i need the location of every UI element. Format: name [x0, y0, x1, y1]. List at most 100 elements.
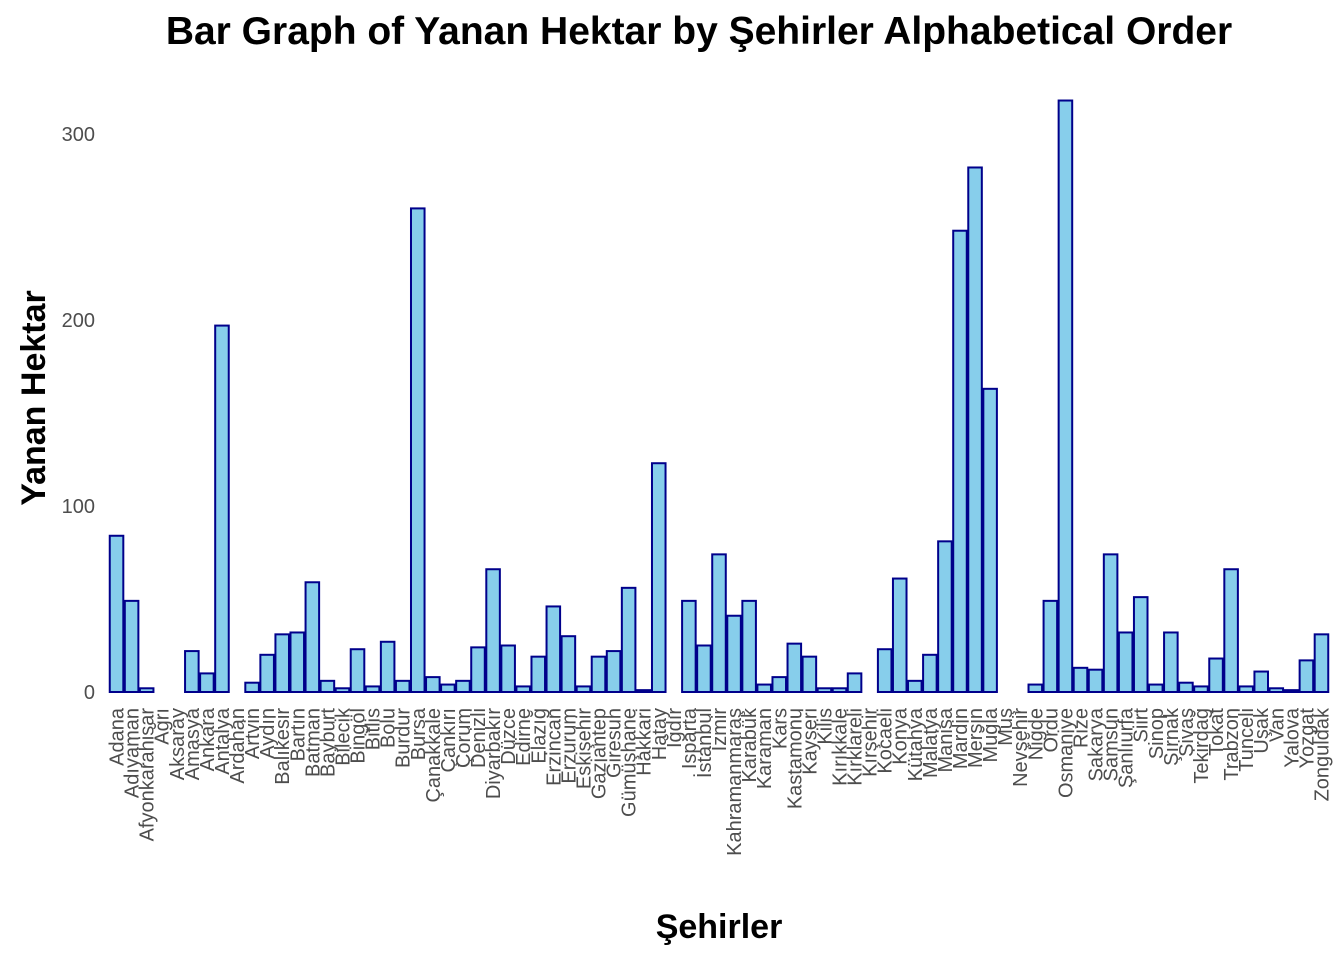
x-tick-label: Balıkesir — [272, 708, 294, 785]
x-tick-label: Aksaray — [167, 708, 189, 780]
bar-21 — [425, 676, 441, 693]
bar-20 — [409, 207, 426, 693]
x-tick-label: Kahramanmaraş — [724, 708, 746, 856]
bar-70 — [1163, 631, 1179, 693]
bar-74 — [1223, 568, 1239, 693]
bar-64 — [1072, 666, 1089, 694]
x-tick-label: Nevşehir — [1010, 708, 1032, 787]
bar-29 — [545, 605, 562, 693]
bar-69 — [1148, 683, 1164, 693]
x-tick-label: Kilis — [814, 708, 836, 745]
bar-1 — [123, 599, 140, 693]
x-tick-label: Karabük — [739, 707, 761, 782]
x-tick-label: Burdur — [393, 708, 415, 768]
x-tick-label: Bursa — [408, 707, 430, 760]
x-tick-label: Siirt — [1131, 708, 1153, 743]
x-tick-label: Edirne — [513, 708, 535, 766]
bar-7 — [214, 324, 230, 693]
bar-23 — [455, 679, 471, 694]
bar-12 — [289, 631, 306, 693]
bar-73 — [1208, 657, 1224, 694]
x-tick-label: Kastamonu — [784, 708, 806, 809]
x-tick-label: Erzincan — [543, 708, 565, 786]
x-tick-label: Osmaniye — [1055, 708, 1077, 798]
x-tick-label: Kırşehir — [860, 708, 882, 777]
bar-31 — [575, 685, 592, 693]
x-tick-label: Mardin — [950, 708, 972, 769]
x-tick-label: Bitlis — [363, 708, 385, 750]
bar-77 — [1268, 687, 1285, 694]
x-tick-label: Muş — [995, 708, 1017, 746]
bar-5 — [184, 650, 200, 694]
y-tick-label: 100 — [62, 496, 95, 518]
y-tick-label: 300 — [62, 124, 95, 146]
bar-0 — [108, 534, 125, 694]
x-tick-label: Antalya — [212, 707, 234, 775]
x-tick-label: Aydın — [257, 708, 279, 759]
x-tick-label: Yalova — [1281, 707, 1303, 768]
x-axis-title: Şehirler — [656, 908, 783, 946]
x-tick-label: Ağrı — [152, 708, 174, 745]
x-tick-label: Hatay — [649, 708, 671, 760]
y-tick-label: 0 — [84, 682, 95, 704]
bar-34 — [620, 586, 637, 694]
bar-51 — [876, 648, 893, 693]
x-tick-label: Çanakkale — [423, 708, 445, 803]
bar-42 — [741, 599, 757, 693]
bar-44 — [771, 676, 788, 693]
bar-28 — [530, 655, 547, 693]
bar-38 — [681, 599, 697, 693]
bar-27 — [515, 685, 531, 693]
x-tick-label: Giresun — [604, 708, 626, 778]
bar-68 — [1132, 596, 1149, 694]
x-tick-label: İzmir — [708, 708, 731, 752]
y-tick-label: 200 — [62, 310, 95, 332]
bar-53 — [907, 679, 923, 694]
bar-22 — [440, 683, 456, 693]
bar-2 — [138, 687, 155, 694]
x-tick-label: Sinop — [1146, 708, 1168, 759]
bar-67 — [1117, 631, 1134, 693]
bar-41 — [726, 614, 742, 693]
x-tick-label: Erzurum — [558, 708, 580, 784]
x-axis-ticks: AdanaAdıyamanAfyonkarahisarAğrıAksarayAm… — [107, 707, 1334, 856]
bar-71 — [1178, 681, 1194, 694]
x-tick-label: Niğde — [1025, 708, 1047, 760]
x-tick-label: Sakarya — [1086, 707, 1108, 781]
bar-79 — [1298, 659, 1315, 694]
x-tick-label: Zonguldak — [1311, 707, 1333, 801]
x-tick-label: Çankırı — [438, 708, 460, 772]
x-tick-label: Yozgat — [1296, 708, 1318, 769]
bar-26 — [500, 644, 516, 693]
bar-19 — [394, 679, 411, 694]
x-tick-label: Bilecik — [332, 707, 354, 766]
x-tick-label: Konya — [890, 707, 912, 765]
x-tick-label: Kayseri — [799, 708, 821, 775]
y-axis-title: Yanan Hektar — [15, 290, 53, 505]
x-tick-label: Ardahan — [227, 708, 249, 784]
x-tick-label: Artvin — [242, 708, 264, 759]
x-tick-label: Karaman — [754, 708, 776, 789]
bar-54 — [922, 653, 938, 693]
x-tick-label: Malatya — [920, 707, 942, 778]
bar-33 — [605, 650, 622, 694]
x-tick-label: Tokat — [1206, 708, 1228, 756]
bar-52 — [891, 577, 908, 693]
x-tick-label: Bingöl — [348, 708, 370, 764]
bar-78 — [1283, 689, 1300, 694]
bar-9 — [244, 681, 260, 694]
x-tick-label: Tekirdağ — [1191, 708, 1213, 784]
x-tick-label: Adana — [107, 707, 129, 766]
x-tick-label: Düzce — [498, 708, 520, 765]
bar-47 — [816, 687, 833, 694]
x-tick-label: Kırklareli — [845, 708, 867, 786]
bar-57 — [967, 166, 983, 694]
x-tick-label: Kütahya — [905, 707, 927, 781]
bar-25 — [485, 568, 501, 693]
x-tick-label: Sivas — [1176, 708, 1198, 757]
bar-35 — [635, 689, 652, 694]
x-tick-label: Manisa — [935, 707, 957, 772]
x-tick-label: Tunceli — [1236, 708, 1258, 772]
x-tick-label: Adıyaman — [122, 708, 144, 798]
x-tick-label: Trabzon — [1221, 708, 1243, 781]
